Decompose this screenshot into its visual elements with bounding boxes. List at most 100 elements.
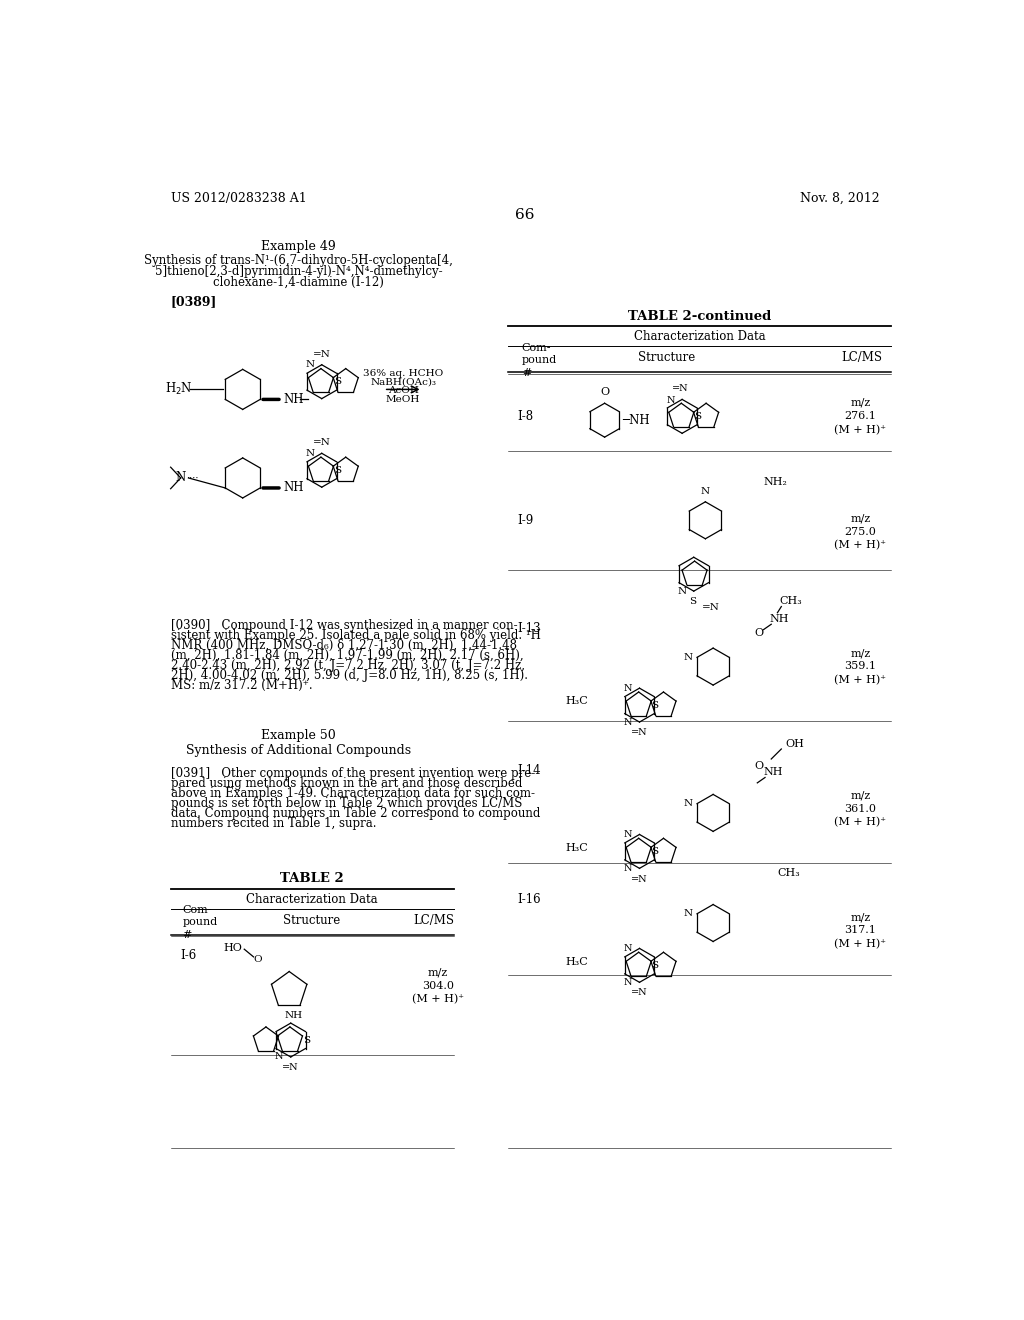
Text: 2.40-2.43 (m, 2H), 2.92 (t, J=7.2 Hz, 2H), 3.07 (t, J=7.2 Hz,: 2.40-2.43 (m, 2H), 2.92 (t, J=7.2 Hz, 2H… <box>171 659 524 672</box>
Text: NH: NH <box>284 482 304 495</box>
Text: O: O <box>755 760 763 771</box>
Text: I-8: I-8 <box>517 409 534 422</box>
Text: HO: HO <box>224 942 243 953</box>
Text: Com-
pound
#: Com- pound # <box>521 343 557 378</box>
Text: 2H), 4.00-4.02 (m, 2H), 5.99 (d, J=8.0 Hz, 1H), 8.25 (s, 1H).: 2H), 4.00-4.02 (m, 2H), 5.99 (d, J=8.0 H… <box>171 669 527 682</box>
Text: Synthesis of trans-N¹-(6,7-dihydro-5H-cyclopenta[4,: Synthesis of trans-N¹-(6,7-dihydro-5H-cy… <box>144 255 453 268</box>
Text: Com-
pound
#: Com- pound # <box>182 904 217 940</box>
Text: I-16: I-16 <box>517 894 541 907</box>
Text: S: S <box>694 412 701 421</box>
Text: Characterization Data: Characterization Data <box>634 330 765 343</box>
Text: N: N <box>683 909 692 919</box>
Text: m/z
276.1
(M + H)⁺: m/z 276.1 (M + H)⁺ <box>835 397 887 434</box>
Text: N: N <box>624 978 632 987</box>
Text: N: N <box>274 1052 284 1061</box>
Text: S: S <box>303 1036 310 1044</box>
Text: US 2012/0283238 A1: US 2012/0283238 A1 <box>171 191 306 205</box>
Text: m/z
359.1
(M + H)⁺: m/z 359.1 (M + H)⁺ <box>835 648 887 685</box>
Text: 66: 66 <box>515 207 535 222</box>
Text: OH: OH <box>785 739 804 748</box>
Text: N: N <box>175 471 185 484</box>
Text: I-6: I-6 <box>180 949 197 962</box>
Text: MS: m/z 317.2 (M+H)⁺.: MS: m/z 317.2 (M+H)⁺. <box>171 678 312 692</box>
Text: H₃C: H₃C <box>566 957 589 966</box>
Text: Structure: Structure <box>284 915 341 927</box>
Text: NH: NH <box>764 767 783 777</box>
Text: pared using methods known in the art and those described: pared using methods known in the art and… <box>171 776 522 789</box>
Text: CH₃: CH₃ <box>777 869 800 878</box>
Text: =N: =N <box>312 438 331 447</box>
Text: NaBH(OAc)₃: NaBH(OAc)₃ <box>370 378 436 387</box>
Text: N: N <box>624 718 632 727</box>
Text: I-9: I-9 <box>517 513 534 527</box>
Text: numbers recited in Table 1, supra.: numbers recited in Table 1, supra. <box>171 817 376 830</box>
Text: S: S <box>334 466 341 475</box>
Text: Example 49: Example 49 <box>261 240 336 253</box>
Text: N: N <box>624 830 632 840</box>
Text: TABLE 2: TABLE 2 <box>281 871 344 884</box>
Text: 36% aq. HCHO: 36% aq. HCHO <box>362 370 443 379</box>
Text: O: O <box>254 956 262 965</box>
Text: ─NH: ─NH <box>623 413 650 426</box>
Text: [0391]   Other compounds of the present invention were pre-: [0391] Other compounds of the present in… <box>171 767 535 780</box>
Text: =N: =N <box>673 384 689 393</box>
Text: clohexane-1,4-diamine (I-12): clohexane-1,4-diamine (I-12) <box>213 276 384 289</box>
Text: NH: NH <box>770 614 790 624</box>
Text: CH₃: CH₃ <box>779 597 802 606</box>
Text: (m, 2H), 1.81-1.84 (m, 2H), 1.97-1.99 (m, 2H), 2.17 (s, 6H),: (m, 2H), 1.81-1.84 (m, 2H), 1.97-1.99 (m… <box>171 649 523 661</box>
Text: Characterization Data: Characterization Data <box>246 892 378 906</box>
Text: NMR (400 MHz, DMSO-d₆) δ 1.27-1.30 (m, 2H), 1.44-1.48: NMR (400 MHz, DMSO-d₆) δ 1.27-1.30 (m, 2… <box>171 639 517 652</box>
Text: =N: =N <box>312 350 331 359</box>
Text: Nov. 8, 2012: Nov. 8, 2012 <box>800 191 880 205</box>
Text: N: N <box>305 449 314 458</box>
Text: NH: NH <box>284 393 304 407</box>
Text: S: S <box>651 701 658 710</box>
Text: N: N <box>624 684 632 693</box>
Text: TABLE 2-continued: TABLE 2-continued <box>628 310 771 323</box>
Text: N: N <box>305 360 314 370</box>
Text: O: O <box>755 628 763 638</box>
Text: =N: =N <box>283 1063 299 1072</box>
Text: m/z
304.0
(M + H)⁺: m/z 304.0 (M + H)⁺ <box>412 968 464 1005</box>
Text: =N: =N <box>631 875 648 883</box>
Text: [0390]   Compound I-12 was synthesized in a manner con-: [0390] Compound I-12 was synthesized in … <box>171 619 517 632</box>
Text: I-13: I-13 <box>517 622 541 635</box>
Text: S: S <box>651 847 658 855</box>
Text: data. Compound numbers in Table 2 correspond to compound: data. Compound numbers in Table 2 corres… <box>171 807 540 820</box>
Text: N: N <box>683 653 692 661</box>
Text: =N: =N <box>701 603 720 612</box>
Text: m/z
275.0
(M + H)⁺: m/z 275.0 (M + H)⁺ <box>835 513 887 550</box>
Text: =N: =N <box>631 729 648 737</box>
Text: NH: NH <box>285 1011 303 1020</box>
Text: pounds is set forth below in Table 2 which provides LC/MS: pounds is set forth below in Table 2 whi… <box>171 797 522 809</box>
Text: AcOH: AcOH <box>388 387 419 396</box>
Text: MeOH: MeOH <box>386 395 420 404</box>
Text: N: N <box>624 865 632 874</box>
Text: N: N <box>624 944 632 953</box>
Text: S: S <box>651 961 658 970</box>
Text: S: S <box>688 598 695 606</box>
Text: Example 50: Example 50 <box>261 730 336 742</box>
Text: =N: =N <box>631 989 648 998</box>
Text: O: O <box>600 387 609 397</box>
Text: N: N <box>683 799 692 808</box>
Text: m/z
361.0
(M + H)⁺: m/z 361.0 (M + H)⁺ <box>835 791 887 828</box>
Text: LC/MS: LC/MS <box>842 351 883 364</box>
Text: [0389]: [0389] <box>171 296 217 308</box>
Text: N: N <box>700 487 710 496</box>
Text: above in Examples 1-49. Characterization data for such com-: above in Examples 1-49. Characterization… <box>171 787 535 800</box>
Text: H$_2$N: H$_2$N <box>165 381 193 397</box>
Text: N: N <box>667 396 675 405</box>
Text: Synthesis of Additional Compounds: Synthesis of Additional Compounds <box>186 744 411 758</box>
Text: I-14: I-14 <box>517 764 541 777</box>
Text: S: S <box>334 378 341 387</box>
Text: H₃C: H₃C <box>566 842 589 853</box>
Text: LC/MS: LC/MS <box>414 915 455 927</box>
Text: sistent with Example 25. Isolated a pale solid in 68% yield. ¹H: sistent with Example 25. Isolated a pale… <box>171 628 541 642</box>
Text: ····: ···· <box>186 474 199 482</box>
Text: m/z
317.1
(M + H)⁺: m/z 317.1 (M + H)⁺ <box>835 912 887 949</box>
Text: Structure: Structure <box>639 351 695 364</box>
Text: N: N <box>678 587 687 597</box>
Text: NH₂: NH₂ <box>764 477 787 487</box>
Text: H₃C: H₃C <box>566 696 589 706</box>
